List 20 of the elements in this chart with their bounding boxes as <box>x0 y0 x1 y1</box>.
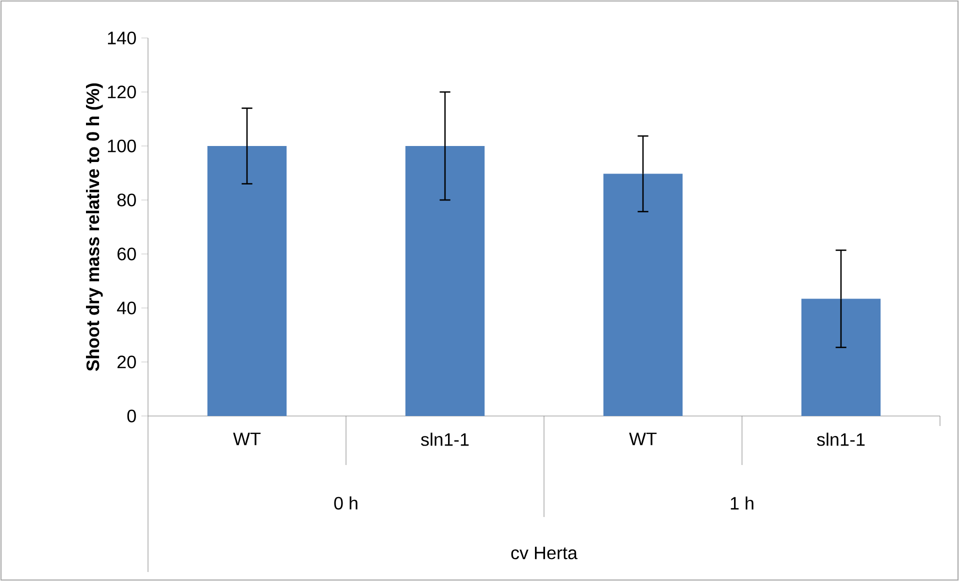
text: 0 h <box>334 496 358 510</box>
text: 1 h <box>730 496 754 510</box>
y-tick-label: 0 <box>127 410 136 422</box>
x-tick-label: WT <box>233 432 261 446</box>
x-tick-label: WT <box>629 432 657 446</box>
y-tick-label: 80 <box>117 194 136 206</box>
text: cv Herta <box>511 546 578 560</box>
x-tick-label: sln1-1 <box>420 432 469 446</box>
y-axis-title: Shoot dry mass relative to 0 h (%) <box>86 83 103 371</box>
y-tick-label: 60 <box>118 248 136 260</box>
y-tick-label: 120 <box>108 86 136 98</box>
bar <box>801 298 881 416</box>
y-tick-label: 100 <box>108 140 136 152</box>
y-tick-label: 140 <box>108 32 136 44</box>
y-tick-label: 40 <box>117 302 136 314</box>
bar <box>207 146 287 416</box>
x-tick-label: sln1-1 <box>816 432 865 446</box>
y-tick-label: 20 <box>118 356 136 368</box>
bar <box>405 146 485 416</box>
bar <box>603 174 683 416</box>
